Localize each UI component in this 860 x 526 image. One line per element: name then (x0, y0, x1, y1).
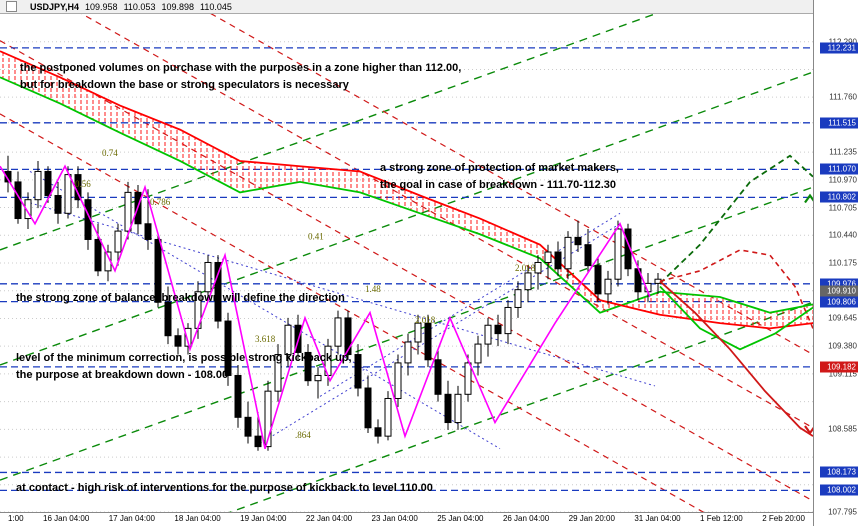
time-tick: 18 Jan 04:00 (174, 514, 220, 525)
ohlc-h: 110.053 (124, 2, 156, 12)
price-label: 109.182 (820, 361, 858, 372)
time-tick: 16 Jan 04:00 (43, 514, 89, 525)
time-tick: 1 Feb 12:00 (700, 514, 743, 525)
price-tick: 108.585 (828, 425, 857, 434)
annotation-text: a strong zone of protection of market ma… (380, 160, 619, 194)
time-tick: 29 Jan 20:00 (569, 514, 615, 525)
price-tick: 110.440 (829, 231, 857, 240)
ohlc-c: 110.045 (200, 2, 232, 12)
svg-text:0.786: 0.786 (150, 197, 171, 207)
chart-header: USDJPY,H4 109.958 110.053 109.898 110.04… (0, 0, 813, 14)
time-tick: 17 Jan 04:00 (109, 514, 155, 525)
svg-text:2.018: 2.018 (415, 315, 436, 325)
price-label: 110.802 (820, 192, 858, 203)
price-tick: 110.175 (829, 259, 857, 268)
price-label: 111.515 (820, 117, 858, 128)
time-tick: 31 Jan 04:00 (634, 514, 680, 525)
svg-text:3.618: 3.618 (255, 334, 276, 344)
svg-text:0.56: 0.56 (75, 179, 91, 189)
svg-text:0.74: 0.74 (102, 148, 118, 158)
time-tick: 25 Jan 04:00 (437, 514, 483, 525)
symbol-label: USDJPY,H4 (30, 2, 79, 12)
price-label: 108.173 (820, 467, 858, 478)
price-label: 109.806 (820, 296, 858, 307)
ohlc-o: 109.958 (85, 2, 118, 12)
annotation-text: level of the minimum correction, is poss… (16, 350, 352, 384)
time-tick: 23 Jan 04:00 (372, 514, 418, 525)
svg-text:.864: .864 (295, 430, 311, 440)
time-tick: 19 Jan 04:00 (240, 514, 286, 525)
price-tick: 107.795 (828, 508, 857, 517)
price-tick: 109.645 (828, 314, 857, 323)
price-label: 108.002 (820, 485, 858, 496)
time-tick: 26 Jan 04:00 (503, 514, 549, 525)
annotation-text: the postponed volumes on purchase with t… (20, 60, 461, 94)
ohlc-l: 109.898 (161, 2, 194, 12)
price-axis: 112.290111.760111.235110.970110.705110.4… (813, 0, 860, 526)
price-label: 109.910 (820, 285, 858, 296)
price-tick: 110.970 (829, 175, 857, 184)
svg-text:2.018: 2.018 (515, 263, 536, 273)
annotation-text: the strong zone of balance, breakdown wi… (16, 290, 345, 307)
svg-text:0.41: 0.41 (308, 231, 324, 241)
annotation-text: at contact - high risk of interventions … (16, 480, 433, 497)
time-axis: 1:00 16 Jan 04:00 17 Jan 04:00 18 Jan 04:00… (0, 512, 813, 526)
box-icon (6, 1, 17, 12)
price-tick: 111.235 (829, 148, 857, 157)
price-label: 111.070 (820, 164, 858, 175)
time-tick: 22 Jan 04:00 (306, 514, 352, 525)
price-label: 112.231 (820, 42, 858, 53)
price-tick: 110.705 (829, 203, 857, 212)
time-tick: 1:00 (8, 514, 24, 525)
price-tick: 111.760 (829, 93, 857, 102)
price-tick: 109.380 (828, 342, 857, 351)
svg-text:1.48: 1.48 (365, 284, 381, 294)
forex-chart[interactable]: USDJPY,H4 109.958 110.053 109.898 110.04… (0, 0, 860, 526)
time-tick: 2 Feb 20:00 (762, 514, 805, 525)
